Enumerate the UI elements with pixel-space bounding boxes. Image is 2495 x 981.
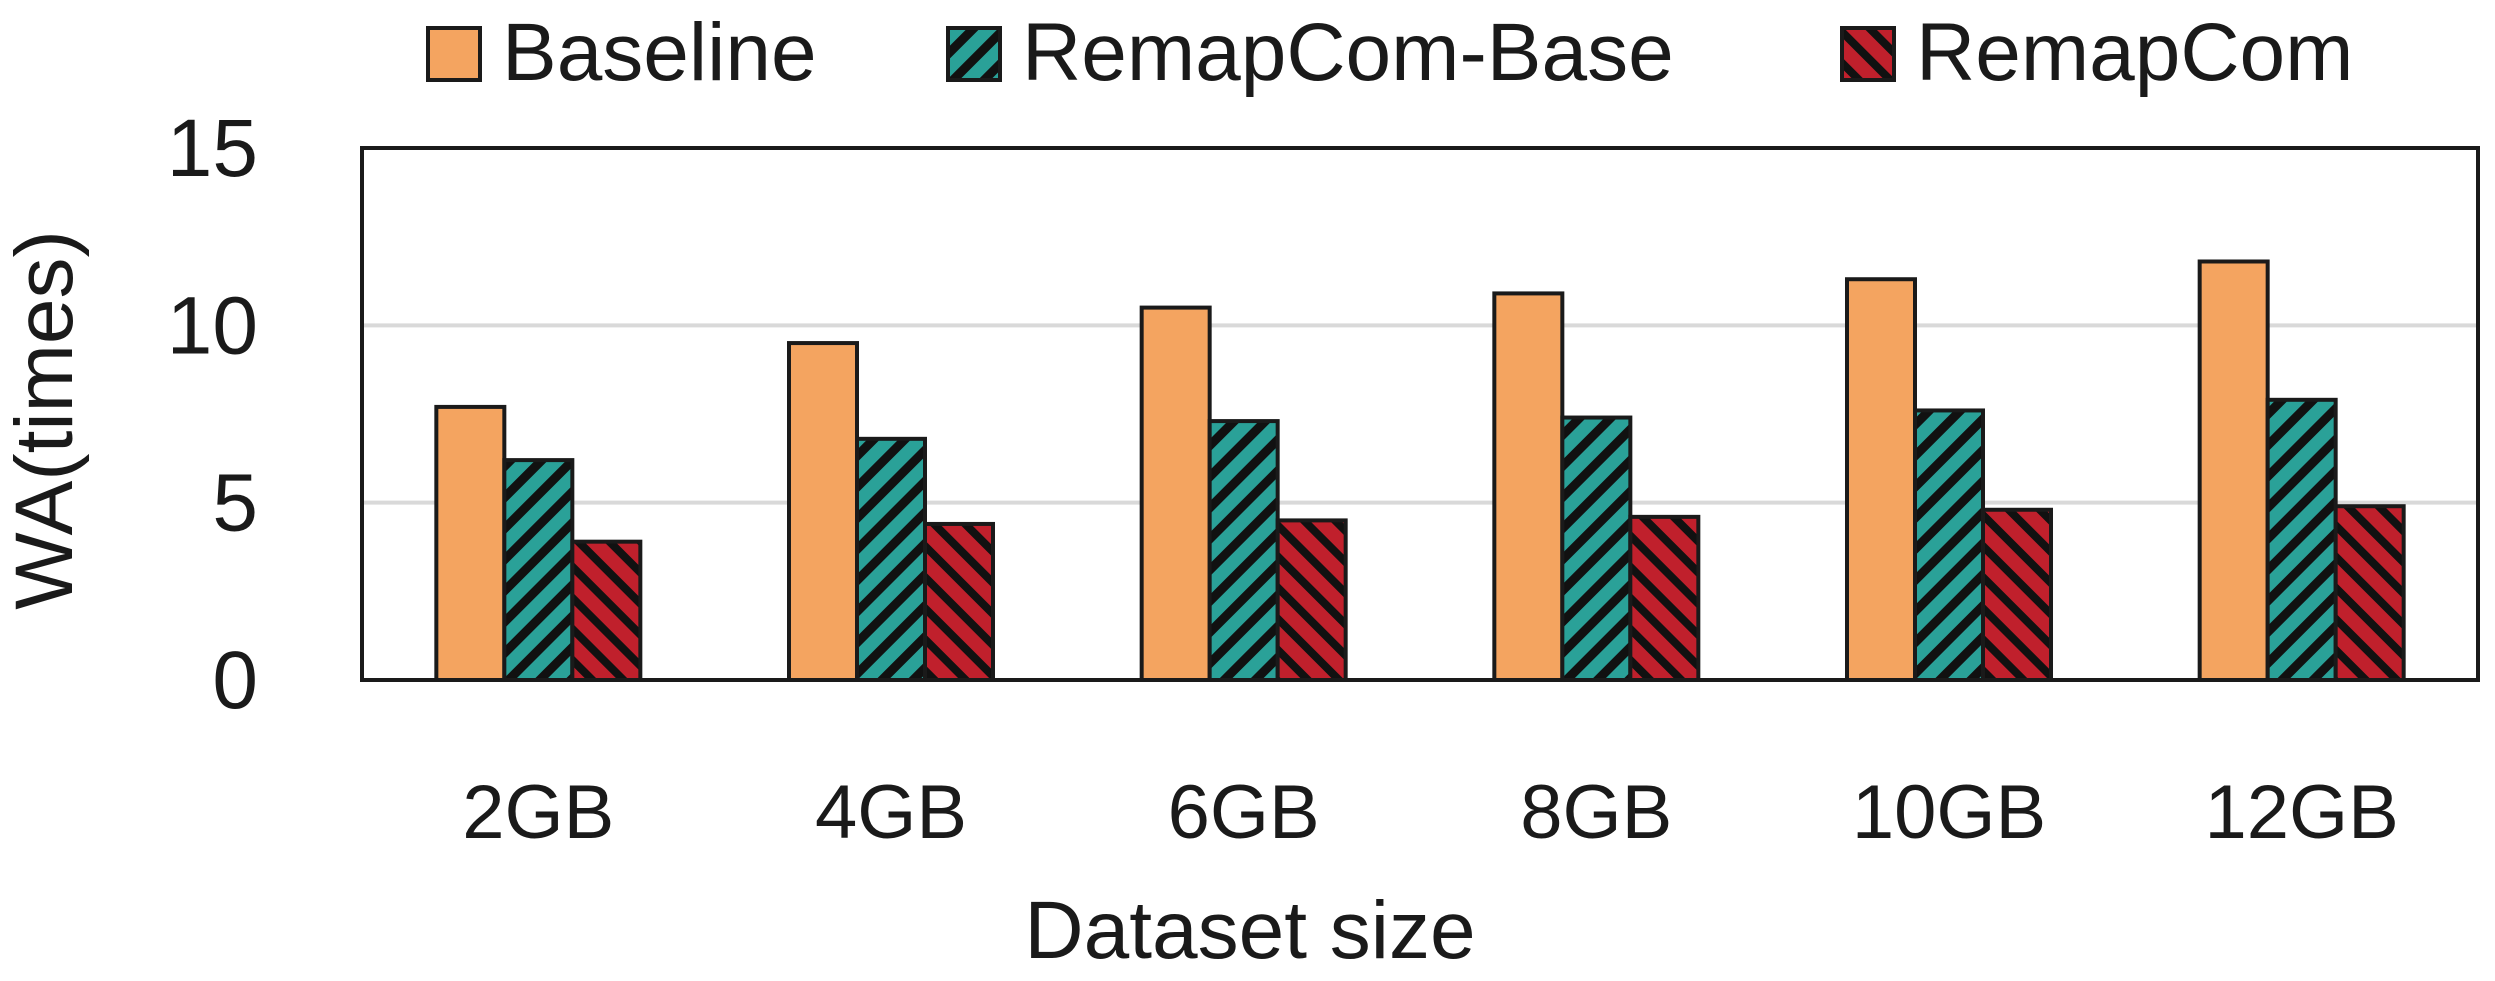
legend-swatch (1840, 26, 1896, 82)
bars (434, 259, 2406, 683)
gridlines (362, 323, 2478, 505)
legend-swatch (426, 26, 482, 82)
y-tick-label: 5 (212, 458, 258, 549)
legend-swatch (946, 26, 1002, 82)
y-axis-ticks: 0 5 10 15 (167, 103, 258, 726)
plot-area-frame (360, 146, 2480, 682)
bar-baseline-2gb (434, 404, 507, 682)
bar-remapcom-base-2gb (502, 458, 575, 682)
y-tick-label: 15 (167, 103, 258, 194)
legend-label: RemapCom (1916, 7, 2353, 98)
bar-remapcom-2gb (570, 539, 643, 682)
bar-remapcom-8gb (1628, 514, 1701, 682)
bar-baseline-4gb (787, 341, 859, 682)
bar-remapcom-10gb (1981, 507, 2053, 683)
legend-label: RemapCom-Base (1022, 7, 1674, 98)
legend-label: Baseline (502, 7, 817, 98)
bar-remapcom-4gb (923, 521, 995, 682)
x-tick-label: 12GB (2204, 770, 2398, 855)
legend: Baseline RemapCom-Base RemapCom (426, 7, 2353, 98)
bar-baseline-12gb (2197, 259, 2270, 682)
bar-remapcom-base-4gb (855, 436, 927, 682)
bar-remapcom-base-8gb (1560, 415, 1633, 682)
bar-remapcom-12gb (2333, 504, 2406, 683)
bar-remapcom-base-12gb (2265, 397, 2338, 682)
bar-baseline-10gb (1845, 277, 1917, 682)
bar-baseline-6gb (1139, 305, 1212, 682)
x-tick-label: 6GB (1168, 770, 1320, 855)
y-tick-label: 10 (167, 280, 258, 371)
x-tick-label: 2GB (462, 770, 614, 855)
x-axis-ticks: 2GB 4GB 6GB 8GB 10GB 12GB (462, 770, 2399, 855)
bar-remapcom-base-10gb (1913, 408, 1985, 682)
bar-remapcom-6gb (1275, 518, 1348, 683)
bar-baseline-8gb (1492, 291, 1565, 682)
y-tick-label: 0 (212, 635, 258, 726)
x-tick-label: 4GB (815, 770, 967, 855)
x-tick-label: 10GB (1852, 770, 2046, 855)
x-tick-label: 8GB (1520, 770, 1672, 855)
bar-remapcom-base-6gb (1207, 419, 1280, 682)
y-axis-label: WA(times) (0, 230, 90, 610)
x-axis-label: Dataset size (1024, 885, 1475, 976)
